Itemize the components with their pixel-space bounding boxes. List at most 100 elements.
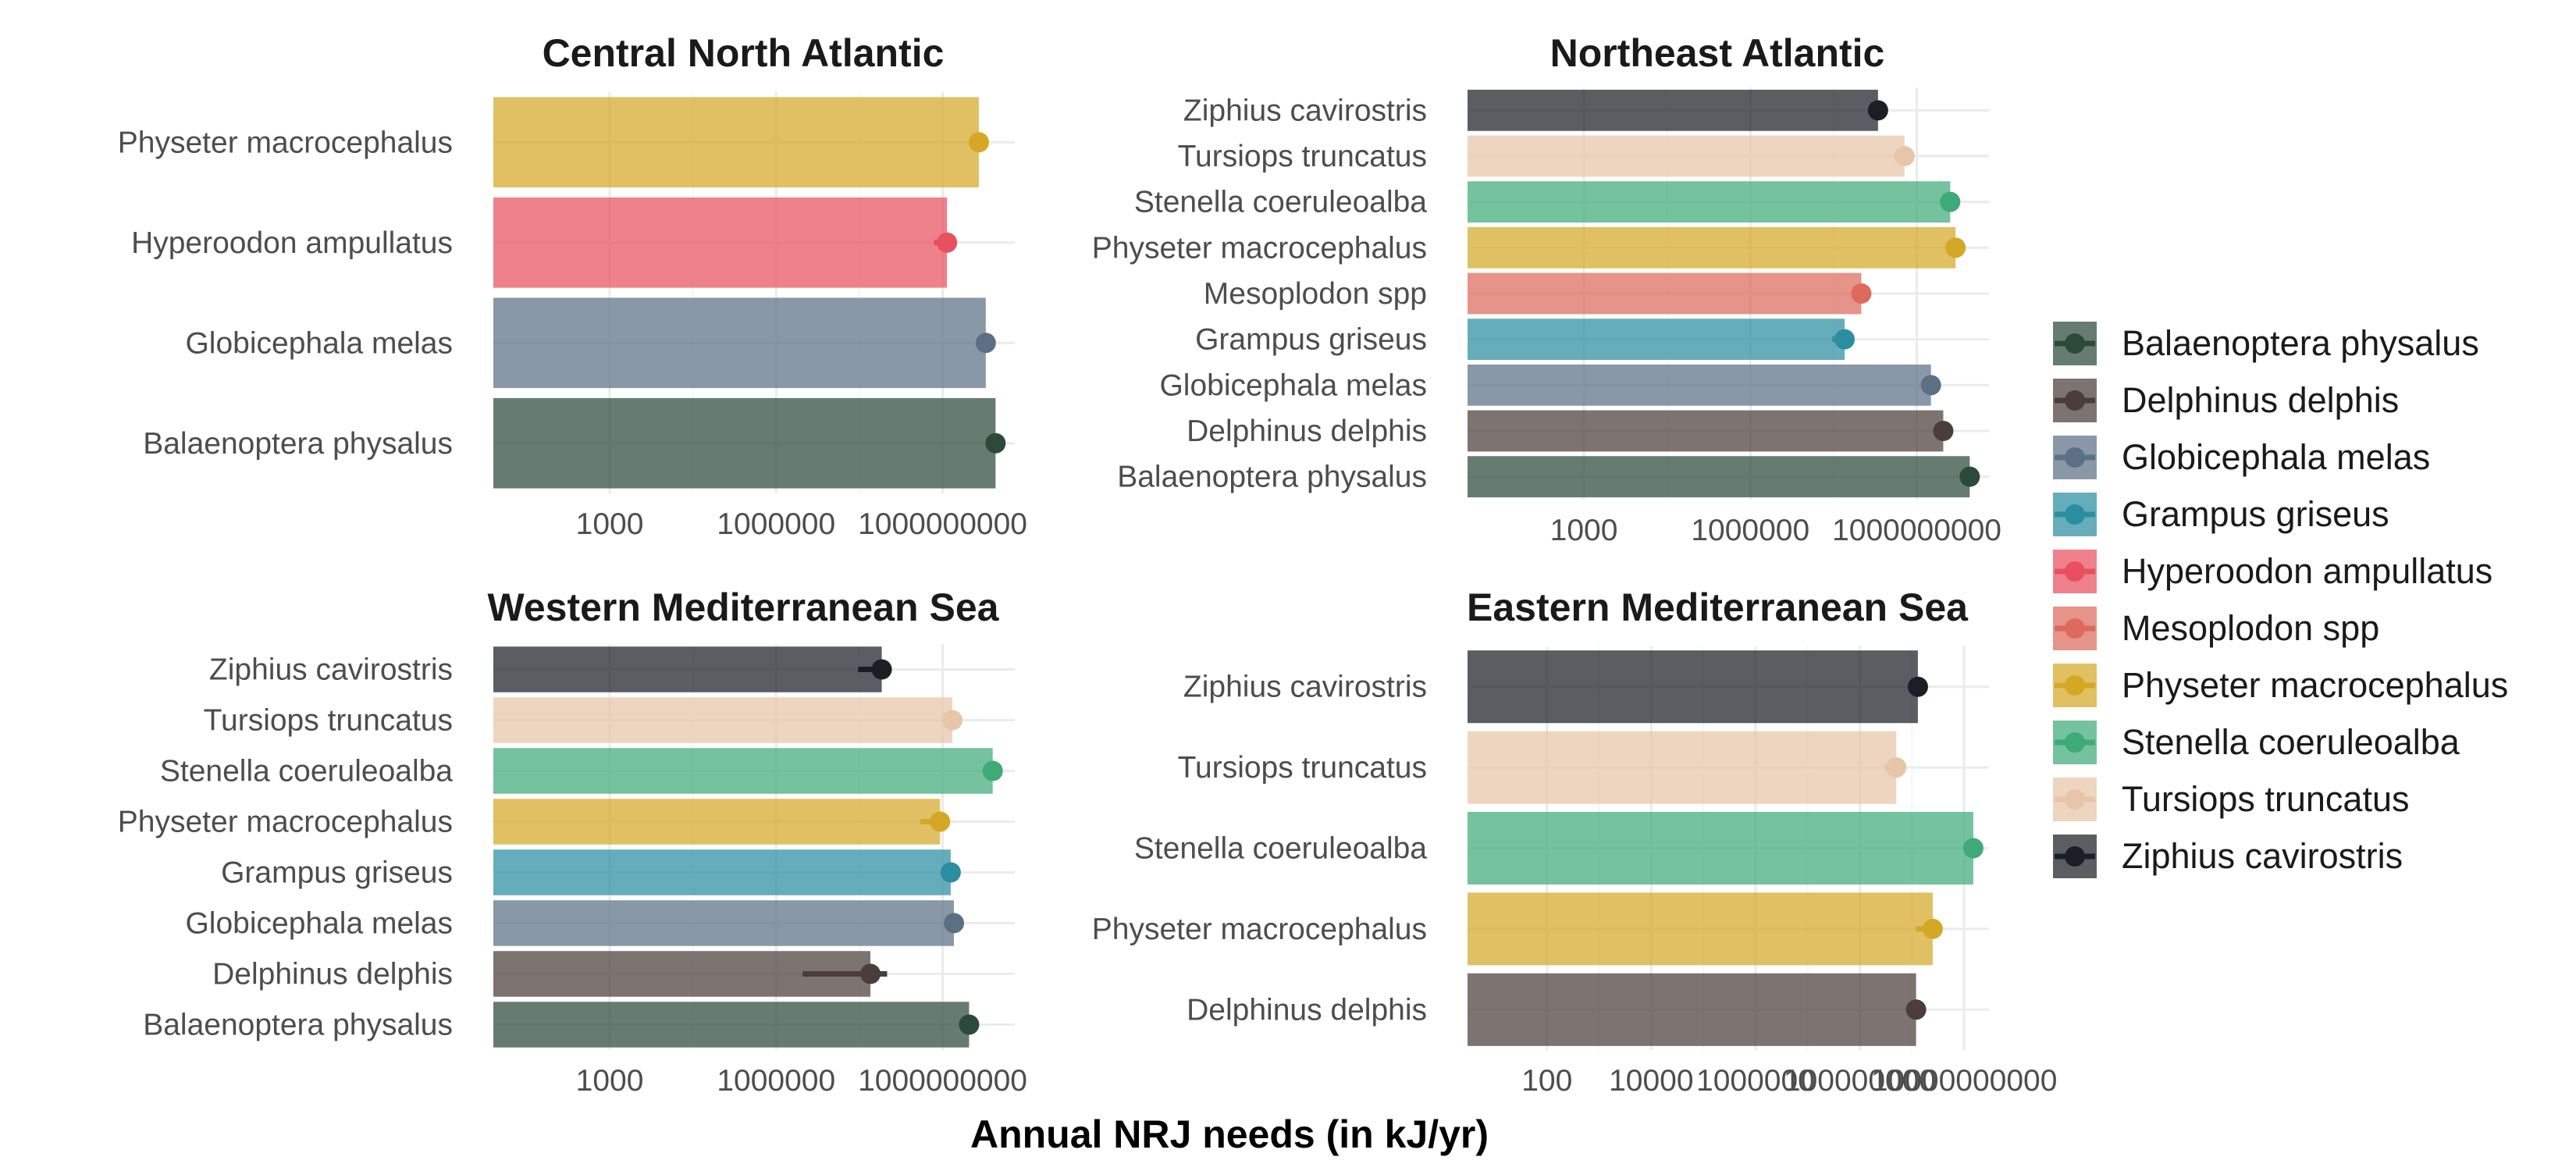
bar-tursiops-truncatus — [1468, 135, 1905, 177]
point-tursiops-truncatus — [1886, 757, 1907, 778]
point-grampus-griseus — [1834, 329, 1856, 350]
legend-point — [2065, 390, 2085, 411]
bar-physeter-macrocephalus — [493, 97, 979, 188]
point-grampus-griseus — [940, 862, 961, 883]
category-label: Tursiops truncatus — [204, 704, 453, 738]
bar-ziphius-cavirostris — [1468, 89, 1878, 131]
category-label: Balaenoptera physalus — [143, 1009, 453, 1042]
bar-grampus-griseus — [493, 849, 951, 895]
x-tick-label: 1000000000 — [1832, 514, 2001, 547]
category-label: Physeter macrocephalus — [118, 126, 453, 159]
point-physeter-macrocephalus — [1922, 918, 1943, 939]
bar-ziphius-cavirostris — [1468, 650, 1918, 724]
legend-key-grampus-griseus — [2053, 493, 2097, 536]
panel-western-mediterranean-sea: 1000 1000000 1000000000 Balaenoptera physal… — [118, 586, 1027, 1098]
category-label: Hyperoodon ampullatus — [131, 226, 453, 260]
x-tick-label: 100000000 — [1784, 1064, 1936, 1098]
panel-title: Northeast Atlantic — [1550, 31, 1885, 75]
legend-label: Physeter macrocephalus — [2122, 665, 2508, 705]
category-label: Delphinus delphis — [212, 958, 453, 991]
point-ziphius-cavirostris — [871, 659, 892, 680]
legend-point — [2065, 333, 2085, 354]
category-label: Tursiops truncatus — [1178, 140, 1427, 173]
category-label: Mesoplodon spp — [1204, 277, 1427, 311]
panel-title: Eastern Mediterranean Sea — [1467, 586, 1969, 629]
bar-mesoplodon-spp — [1468, 272, 1862, 315]
x-axis-title: Annual NRJ needs (in kJ/yr) — [970, 1112, 1489, 1156]
legend-label: Mesoplodon spp — [2122, 608, 2379, 648]
bar-tursiops-truncatus — [493, 697, 953, 743]
legend-key-mesoplodon-spp — [2053, 607, 2097, 650]
legend-point — [2065, 789, 2085, 810]
point-delphinus-delphis — [1905, 999, 1927, 1020]
point-tursiops-truncatus — [1894, 146, 1915, 166]
bar-physeter-macrocephalus — [493, 799, 941, 845]
legend-key-physeter-macrocephalus — [2053, 664, 2097, 707]
point-balaenoptera-physalus — [959, 1014, 980, 1035]
bar-delphinus-delphis — [1468, 973, 1916, 1046]
x-tick-label: 10000000000 — [1871, 1064, 2058, 1098]
point-tursiops-truncatus — [942, 710, 963, 731]
bar-stenella-coeruleoalba — [493, 748, 993, 794]
category-label: Balaenoptera physalus — [1117, 461, 1427, 494]
legend-point — [2065, 447, 2085, 468]
category-label: Physeter macrocephalus — [118, 806, 453, 839]
x-tick-label: 1000000 — [1691, 514, 1809, 547]
point-mesoplodon-spp — [1851, 283, 1872, 304]
x-tick-label: 1000000 — [717, 507, 835, 541]
legend-label: Delphinus delphis — [2122, 380, 2399, 420]
category-label: Ziphius cavirostris — [209, 653, 453, 687]
category-label: Ziphius cavirostris — [1183, 671, 1427, 704]
bar-grampus-griseus — [1468, 319, 1845, 361]
point-delphinus-delphis — [860, 963, 881, 984]
legend-point — [2065, 732, 2085, 753]
bar-balaenoptera-physalus — [493, 1002, 970, 1048]
x-tick-label: 1000000 — [1696, 1064, 1815, 1098]
category-label: Balaenoptera physalus — [143, 427, 453, 461]
legend-key-globicephala-melas — [2053, 436, 2097, 479]
legend-point — [2065, 618, 2085, 639]
x-tick-label: 1000 — [1550, 514, 1618, 547]
point-globicephala-melas — [975, 333, 996, 354]
category-label: Grampus griseus — [1195, 323, 1427, 357]
x-tick-label: 1000 — [576, 1064, 644, 1098]
point-stenella-coeruleoalba — [1962, 838, 1984, 859]
legend: Balaenoptera physalus Delphinus delphis Gl… — [2053, 322, 2508, 878]
x-tick-label: 1000 — [576, 507, 644, 541]
x-tick-label: 100 — [1521, 1064, 1572, 1098]
legend-point — [2065, 561, 2085, 582]
legend-label: Balaenoptera physalus — [2122, 323, 2479, 363]
panel-northeast-atlantic: 1000 1000000 1000000000 Balaenoptera physal… — [1092, 31, 2001, 547]
point-globicephala-melas — [944, 913, 965, 934]
category-label: Stenella coeruleoalba — [1134, 186, 1427, 219]
category-label: Grampus griseus — [221, 856, 453, 890]
bar-stenella-coeruleoalba — [1468, 181, 1951, 223]
point-stenella-coeruleoalba — [1940, 191, 1961, 212]
category-label: Stenella coeruleoalba — [1134, 832, 1427, 866]
legend-label: Grampus griseus — [2122, 494, 2389, 534]
legend-label: Ziphius cavirostris — [2122, 836, 2403, 876]
legend-key-ziphius-cavirostris — [2053, 835, 2097, 878]
point-physeter-macrocephalus — [930, 811, 951, 832]
panel-title: Central North Atlantic — [543, 31, 945, 75]
category-label: Physeter macrocephalus — [1092, 913, 1427, 946]
point-delphinus-delphis — [1933, 421, 1954, 441]
point-physeter-macrocephalus — [968, 132, 989, 153]
legend-key-delphinus-delphis — [2053, 379, 2097, 422]
legend-label: Globicephala melas — [2122, 437, 2430, 477]
x-tick-label: 10000 — [1609, 1064, 1693, 1098]
point-globicephala-melas — [1920, 375, 1941, 396]
category-label: Globicephala melas — [1159, 368, 1427, 402]
category-label: Stenella coeruleoalba — [160, 755, 453, 788]
x-tick-label: 1000000000 — [858, 507, 1027, 541]
point-balaenoptera-physalus — [985, 432, 1006, 454]
category-label: Tursiops truncatus — [1178, 751, 1427, 785]
bar-physeter-macrocephalus — [1468, 892, 1933, 966]
category-label: Globicephala melas — [185, 907, 453, 941]
bar-globicephala-melas — [493, 900, 955, 946]
bar-globicephala-melas — [1468, 364, 1931, 406]
bar-physeter-macrocephalus — [1468, 226, 1956, 269]
point-ziphius-cavirostris — [1867, 100, 1888, 121]
legend-point — [2065, 504, 2085, 525]
